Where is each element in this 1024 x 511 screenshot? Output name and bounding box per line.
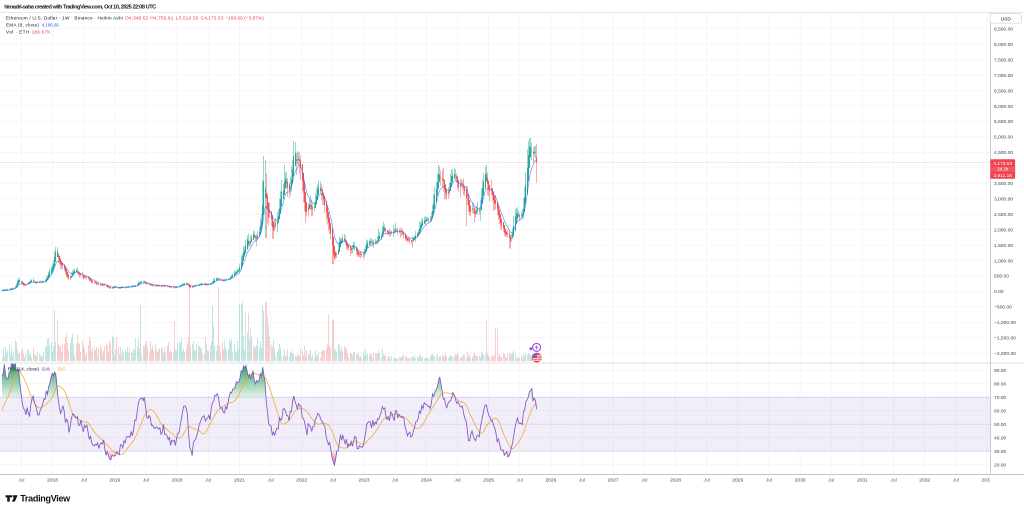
svg-text:Jul: Jul — [1015, 477, 1021, 483]
svg-text:70.67: 70.67 — [57, 366, 66, 371]
svg-text:EMA (9, close): EMA (9, close) — [6, 22, 40, 27]
svg-text:7,000.00: 7,000.00 — [994, 73, 1013, 79]
svg-text:Jul: Jul — [828, 477, 834, 483]
svg-text:−2,000.00: −2,000.00 — [994, 351, 1016, 357]
svg-text:−168.09 (−3.87%): −168.09 (−3.87%) — [225, 15, 264, 20]
svg-text:70.00: 70.00 — [994, 395, 1007, 401]
svg-text:2031: 2031 — [857, 477, 868, 483]
svg-text:USD: USD — [1001, 16, 1012, 22]
svg-text:2d 2h: 2d 2h — [997, 167, 1008, 172]
svg-text:5,500.00: 5,500.00 — [994, 119, 1013, 125]
svg-text:4,196.65: 4,196.65 — [42, 22, 60, 27]
svg-text:Jul: Jul — [454, 477, 460, 483]
svg-text:62.48: 62.48 — [42, 366, 51, 371]
svg-text:4,173.53: 4,173.53 — [993, 161, 1012, 167]
svg-text:Jul: Jul — [704, 477, 710, 483]
svg-text:3,500.00: 3,500.00 — [994, 181, 1013, 187]
svg-text:Jul: Jul — [766, 477, 772, 483]
svg-text:50.00: 50.00 — [994, 422, 1007, 428]
svg-text:8,500.00: 8,500.00 — [994, 27, 1013, 33]
svg-text:Ethereum / U.S. Dollar · 1W ·: Ethereum / U.S. Dollar · 1W · Binance · … — [6, 15, 123, 20]
svg-text:30.00: 30.00 — [994, 449, 1007, 455]
svg-text:2029: 2029 — [732, 477, 743, 483]
svg-text:5,000.00: 5,000.00 — [994, 135, 1013, 141]
svg-text:Jul: Jul — [143, 477, 149, 483]
svg-text:Jul: Jul — [890, 477, 896, 483]
svg-text:2032: 2032 — [919, 477, 930, 483]
svg-text:Jul: Jul — [18, 477, 24, 483]
svg-text:3,000.00: 3,000.00 — [994, 196, 1013, 202]
svg-text:himadri-saha created with Trad: himadri-saha created with TradingView.co… — [4, 4, 156, 10]
svg-text:2030: 2030 — [795, 477, 806, 483]
svg-text:90.00: 90.00 — [994, 368, 1007, 374]
svg-text:500.00: 500.00 — [994, 274, 1009, 280]
svg-text:TradingView: TradingView — [20, 494, 71, 504]
svg-text:Jul: Jul — [205, 477, 211, 483]
svg-text:40.00: 40.00 — [994, 435, 1007, 441]
svg-text:1,500.00: 1,500.00 — [994, 243, 1013, 249]
svg-text:186.67K: 186.67K — [32, 29, 52, 34]
svg-text:6,000.00: 6,000.00 — [994, 104, 1013, 110]
svg-text:RSI (14, close): RSI (14, close) — [8, 366, 40, 371]
svg-text:Jul: Jul — [517, 477, 523, 483]
svg-text:1,000.00: 1,000.00 — [994, 258, 1013, 264]
svg-text:Jul: Jul — [267, 477, 273, 483]
svg-text:Jul: Jul — [330, 477, 336, 483]
svg-text:3,911.15: 3,911.15 — [993, 173, 1012, 179]
svg-text:Jul: Jul — [953, 477, 959, 483]
svg-text:7,500.00: 7,500.00 — [994, 57, 1013, 63]
svg-text:Jul: Jul — [641, 477, 647, 483]
svg-text:Jul: Jul — [579, 477, 585, 483]
svg-text:2023: 2023 — [359, 477, 370, 483]
svg-text:−500.00: −500.00 — [994, 305, 1012, 311]
svg-text:8,000.00: 8,000.00 — [994, 42, 1013, 48]
svg-text:2019: 2019 — [109, 477, 120, 483]
svg-text:2025: 2025 — [483, 477, 494, 483]
svg-text:L3,510.50: L3,510.50 — [176, 15, 199, 20]
svg-text:2033: 2033 — [982, 477, 993, 483]
svg-text:C4,173.53: C4,173.53 — [201, 15, 224, 20]
svg-text:Jul: Jul — [81, 477, 87, 483]
svg-text:2024: 2024 — [421, 477, 432, 483]
svg-text:2027: 2027 — [608, 477, 619, 483]
svg-text:H4,756.81: H4,756.81 — [150, 15, 173, 20]
svg-text:6,500.00: 6,500.00 — [994, 88, 1013, 94]
svg-text:20.00: 20.00 — [994, 462, 1007, 468]
svg-text:2020: 2020 — [172, 477, 183, 483]
svg-text:−1,000.00: −1,000.00 — [994, 320, 1016, 326]
svg-text:2021: 2021 — [234, 477, 245, 483]
svg-text:2022: 2022 — [296, 477, 307, 483]
svg-text:2,000.00: 2,000.00 — [994, 227, 1013, 233]
svg-text:60.00: 60.00 — [994, 408, 1007, 414]
svg-text:Jul: Jul — [392, 477, 398, 483]
svg-text:0.00: 0.00 — [994, 289, 1004, 295]
svg-text:2,500.00: 2,500.00 — [994, 212, 1013, 218]
svg-text:−1,500.00: −1,500.00 — [994, 336, 1016, 342]
svg-text:80.00: 80.00 — [994, 381, 1007, 387]
svg-text:O4,348.62: O4,348.62 — [125, 15, 148, 20]
svg-text:2026: 2026 — [545, 477, 556, 483]
svg-text:2018: 2018 — [47, 477, 58, 483]
svg-text:4,500.00: 4,500.00 — [994, 150, 1013, 156]
svg-text:Vol · ETH: Vol · ETH — [6, 29, 29, 34]
svg-text:2028: 2028 — [670, 477, 681, 483]
